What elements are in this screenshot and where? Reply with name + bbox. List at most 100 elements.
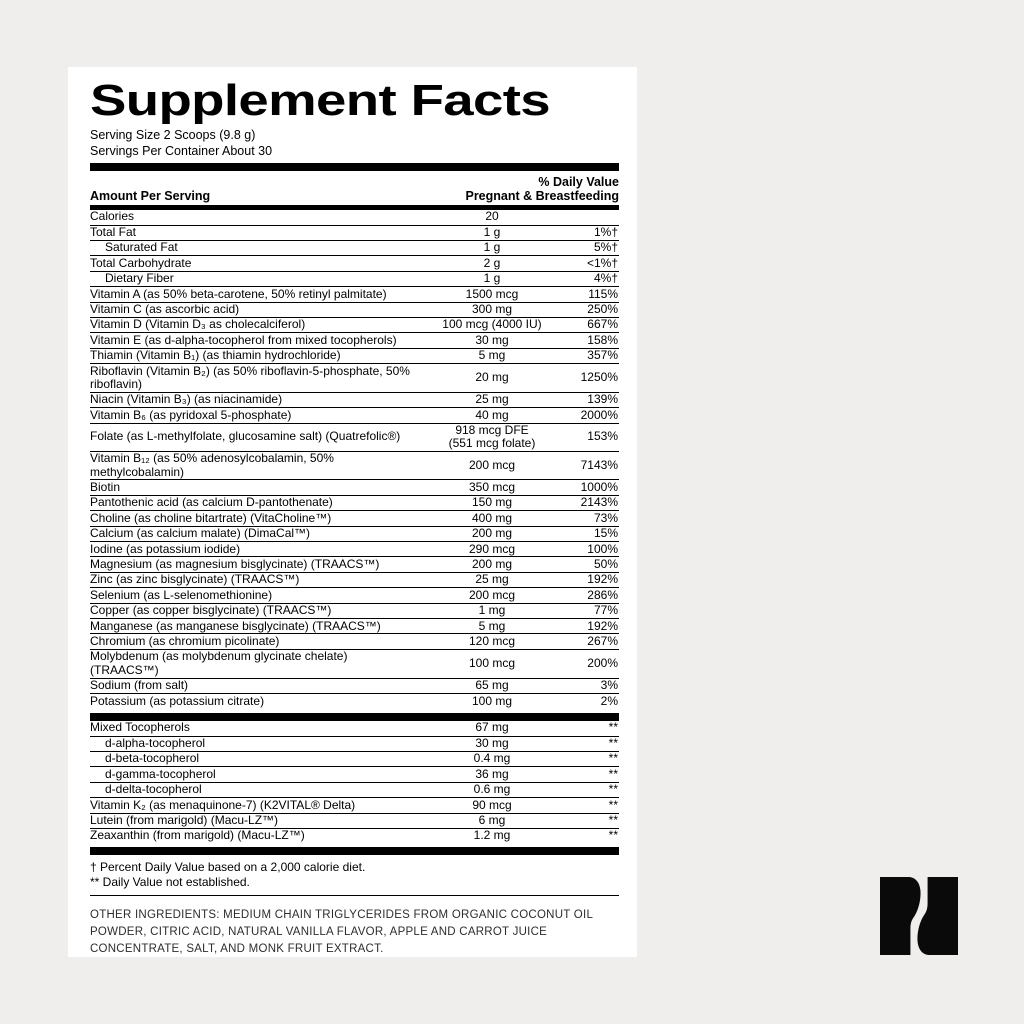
nutrient-daily-value: <1%† (586, 255, 618, 270)
nutrient-row: Magnesium (as magnesium bisglycinate) (T… (90, 556, 619, 571)
nutrient-daily-value: 192% (587, 572, 618, 587)
nutrient-name: Vitamin E (as d-alpha-tocopherol from mi… (90, 332, 397, 347)
footnote-not-established: ** Daily Value not established. (90, 874, 250, 889)
nutrient-row: Thiamin (Vitamin B₁) (as thiamin hydroch… (90, 347, 619, 363)
nutrient-row: Sodium (from salt) 65 mg 3% (90, 677, 619, 693)
nutrient-name: d-delta-tocopherol (105, 782, 202, 797)
nutrient-daily-value: 250% (587, 302, 618, 317)
nutrient-amount: 200 mg (471, 556, 513, 571)
nutrient-name: Saturated Fat (105, 240, 178, 255)
nutrient-amount: 100 mcg (4000 IU) (442, 317, 542, 332)
nutrient-amount: 2 g (483, 255, 501, 270)
divider-bar-bottom (90, 847, 619, 856)
nutrient-name: Calcium (as calcium malate) (DimaCal™) (90, 526, 311, 541)
nutrient-row: d-delta-tocopherol 0.6 mg ** (90, 781, 619, 797)
nutrient-amount: 400 mg (471, 510, 513, 525)
nutrient-amount: 20 (485, 209, 499, 224)
footnote-rule (90, 895, 619, 897)
divider-bar-top (90, 163, 619, 171)
nutrient-amount: 40 mg (475, 407, 509, 422)
nutrient-row: Total Fat 1 g 1%† (90, 224, 619, 240)
nutrient-row: d-gamma-tocopherol 36 mg ** (90, 766, 619, 781)
nutrient-row: Calories 20 (90, 209, 619, 225)
nutrient-row: d-alpha-tocopherol 30 mg ** (90, 735, 619, 751)
nutrient-daily-value: 153% (587, 429, 618, 444)
nutrient-name: Zeaxanthin (from marigold) (Macu-LZ™) (90, 828, 305, 843)
nutrient-daily-value: 2000% (580, 407, 618, 422)
other-ingredients-text: OTHER INGREDIENTS: MEDIUM CHAIN TRIGLYCE… (90, 909, 593, 956)
nutrient-row: Zeaxanthin (from marigold) (Macu-LZ™) 1.2… (90, 827, 619, 843)
nutrient-daily-value: 667% (587, 317, 618, 332)
nutrient-row: Total Carbohydrate 2 g <1%† (90, 255, 619, 270)
nutrient-amount: 1.2 mg (473, 828, 511, 843)
nutrient-name: Riboflavin (Vitamin B₂) (as 50% riboflav… (90, 363, 410, 392)
daily-value-header: % Daily Value (538, 175, 619, 189)
nutrient-amount: 300 mg (471, 302, 513, 317)
nutrient-amount: 1 g (483, 225, 501, 239)
nutrient-row: Biotin 350 mcg 1000% (90, 479, 619, 494)
nutrient-amount: 120 mcg (468, 633, 516, 648)
nutrient-row: Vitamin B₁₂ (as 50% adenosylcobalamin, 5… (90, 450, 619, 480)
nutrient-amount: 5 mg (478, 348, 506, 363)
nutrient-amount: 25 mg (475, 572, 509, 587)
nutrient-row: Zinc (as zinc bisglycinate) (TRAACS™) 25 … (90, 571, 619, 587)
nutrient-row: Manganese (as manganese bisglycinate) (T… (90, 618, 619, 633)
nutrient-amount: 30 mg (475, 736, 509, 750)
nutrient-row: Potassium (as potassium citrate) 100 mg 2% (90, 693, 619, 708)
nutrient-name: Selenium (as L-selenomethionine) (90, 587, 273, 602)
nutrient-daily-value: 77% (593, 603, 618, 618)
nutrient-daily-value: 1250% (580, 370, 618, 385)
nutrient-amount: 1 g (483, 271, 501, 286)
nutrient-name: Potassium (as potassium citrate) (90, 693, 265, 708)
nutrient-name: Vitamin K₂ (as menaquinone-7) (K2VITAL® … (90, 797, 356, 812)
nutrient-name: Total Fat (90, 225, 137, 239)
nutrient-row: Iodine (as potassium iodide) 290 mcg 100% (90, 541, 619, 556)
nutrient-row: Niacin (Vitamin B₃) (as niacinamide) 25 m… (90, 391, 619, 407)
footnotes: † Percent Daily Value based on a 2,000 c… (90, 855, 619, 895)
nutrient-daily-value: 115% (588, 286, 618, 301)
nutrient-name: Dietary Fiber (105, 271, 174, 286)
nutrient-amount: 1 g (483, 240, 501, 255)
nutrient-daily-value: 4%† (593, 271, 618, 286)
nutrient-amount: 6 mg (478, 813, 506, 828)
nutrient-row: Saturated Fat 1 g 5%† (90, 239, 619, 255)
nutrient-daily-value: 200% (587, 656, 618, 671)
nutrient-name: Vitamin B₆ (as pyridoxal 5-phosphate) (90, 407, 292, 422)
nutrient-daily-value: 50% (593, 556, 618, 571)
nutrient-name: Lutein (from marigold) (Macu-LZ™) (90, 813, 279, 828)
nutrient-name: Manganese (as manganese bisglycinate) (T… (90, 618, 381, 633)
nutrient-table-secondary: Mixed Tocopherols 67 mg ** d-alpha-tocopher… (90, 720, 619, 844)
nutrient-row: Selenium (as L-selenomethionine) 200 mcg 2… (90, 587, 619, 602)
nutrient-daily-value: ** (608, 720, 618, 735)
nutrient-name: Vitamin D (Vitamin D₃ as cholecalciferol… (90, 317, 306, 332)
nutrient-row: Calcium (as calcium malate) (DimaCal™) 20… (90, 525, 619, 541)
nutrient-name: Folate (as L-methylfolate, glucosamine s… (90, 429, 401, 444)
nutrient-amount: 30 mg (475, 332, 509, 347)
nutrient-amount: 0.4 mg (473, 751, 511, 766)
nutrient-amount: 290 mcg (468, 541, 516, 556)
nutrient-daily-value: ** (608, 797, 618, 812)
nutrient-name: Zinc (as zinc bisglycinate) (TRAACS™) (90, 572, 300, 587)
nutrient-row: d-beta-tocopherol 0.4 mg ** (90, 750, 619, 766)
nutrient-amount: 20 mg (475, 370, 509, 385)
nutrient-amount: 200 mg (471, 526, 513, 541)
nutrient-name: Copper (as copper bisglycinate) (TRAACS™… (90, 603, 332, 618)
nutrient-daily-value: 357% (587, 348, 618, 363)
nutrient-name: Vitamin C (as ascorbic acid) (90, 302, 240, 317)
nutrient-daily-value: 1000% (580, 479, 618, 494)
nutrient-name: Magnesium (as magnesium bisglycinate) (T… (90, 556, 380, 571)
nutrient-daily-value: 1%† (593, 225, 618, 239)
nutrient-name: Pantothenic acid (as calcium D-pantothen… (90, 495, 333, 510)
nutrient-row: Chromium (as chromium picolinate) 120 mcg… (90, 633, 619, 648)
nutrient-name: Calories (90, 209, 135, 224)
nutrient-amount: 1500 mcg (465, 286, 519, 301)
nutrient-name: Mixed Tocopherols (90, 720, 190, 735)
nutrient-daily-value: 7143% (580, 457, 618, 472)
nutrient-name: Vitamin A (as 50% beta-carotene, 50% ret… (90, 286, 387, 301)
nutrient-row: Molybdenum (as molybdenum glycinate chel… (90, 648, 619, 678)
nutrient-amount: 90 mcg (472, 797, 512, 812)
nutrient-row: Dietary Fiber 1 g 4%† (90, 270, 619, 286)
nutrient-amount: 150 mg (471, 495, 513, 510)
nutrient-daily-value: ** (608, 766, 618, 781)
nutrient-name: Vitamin B₁₂ (as 50% adenosylcobalamin, 5… (90, 451, 334, 479)
